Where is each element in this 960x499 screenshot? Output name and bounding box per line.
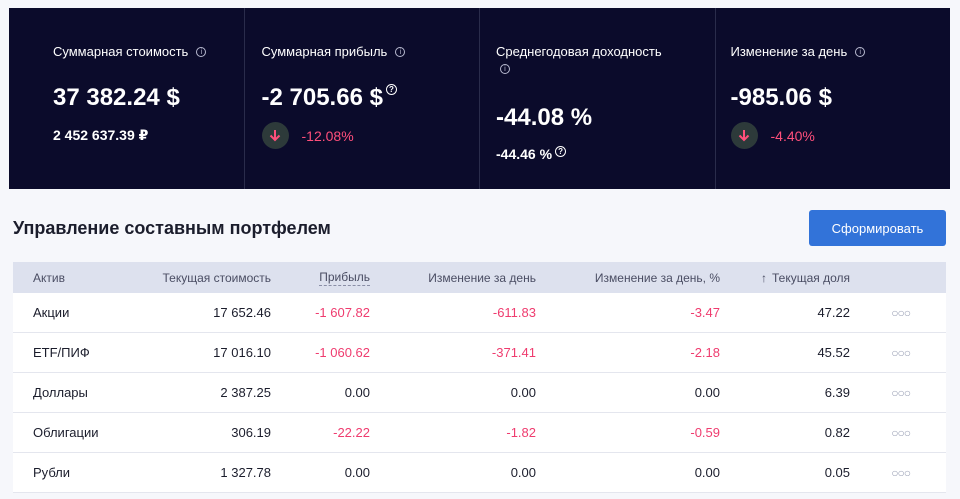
trend: -4.40% [730, 122, 815, 149]
cell-value: 17 652.46 [213, 305, 271, 320]
cell-value: 17 016.10 [213, 345, 271, 360]
cell-value: 306.19 [231, 425, 271, 440]
header-value[interactable]: Текущая стоимость [162, 270, 271, 285]
stat-label: Суммарная стоимость i [53, 44, 207, 59]
arrow-down-icon [730, 122, 758, 149]
header-profit[interactable]: Прибыль [319, 269, 370, 286]
cell-day-change: 0.00 [510, 465, 536, 480]
section-title: Управление составным портфелем [13, 218, 331, 238]
info-icon[interactable]: i [196, 47, 207, 57]
cell-profit: -1 607.82 [315, 305, 370, 320]
cell-day-change: 0.00 [510, 385, 536, 400]
cell-profit: 0.00 [344, 465, 370, 480]
cell-profit: -1 060.62 [315, 345, 370, 360]
cell-day-change: -611.83 [492, 305, 536, 320]
cell-day-change-pct: -3.47 [690, 305, 720, 320]
stat-annual-yield: Среднегодовая доходность i -44.08 % -44.… [479, 8, 715, 189]
cell-value: 2 387.25 [220, 385, 271, 400]
cell-day-change-pct: 0.00 [694, 385, 720, 400]
more-icon[interactable]: ○○○ [891, 305, 911, 320]
cell-share: 47.22 [817, 305, 850, 320]
trend: -12.08% [261, 122, 354, 149]
table-header: Актив Текущая стоимость Прибыль Изменени… [13, 262, 946, 293]
table-row[interactable]: ETF/ПИФ 17 016.10 -1 060.62 -371.41 -2.1… [13, 333, 946, 373]
help-icon[interactable]: ? [385, 84, 397, 95]
header-day-change-pct[interactable]: Изменение за день, % [594, 270, 720, 285]
cell-asset: Доллары [33, 385, 88, 400]
sort-up-icon: ↑ [760, 270, 767, 285]
header-share[interactable]: ↑ Текущая доля [760, 270, 850, 285]
stat-sub-value: 2 452 637.39 ₽ [53, 127, 149, 143]
cell-day-change: -371.41 [491, 345, 536, 360]
more-icon[interactable]: ○○○ [891, 345, 911, 360]
stat-value: -2 705.66 $? [262, 84, 397, 112]
stat-value: -44.08 % [496, 104, 593, 131]
cell-profit: -22.22 [333, 425, 370, 440]
trend-percent: -4.40% [770, 127, 815, 144]
cell-share: 0.05 [824, 465, 850, 480]
table-row[interactable]: Доллары 2 387.25 0.00 0.00 0.00 6.39 ○○○ [13, 373, 946, 413]
cell-day-change: -1.82 [506, 425, 536, 440]
cell-value: 1 327.78 [220, 465, 271, 480]
stat-value: -985.06 $ [730, 84, 832, 111]
summary-banner: Суммарная стоимость i 37 382.24 $ 2 452 6… [9, 8, 950, 189]
cell-profit: 0.00 [344, 385, 370, 400]
info-icon[interactable]: i [855, 47, 866, 57]
help-icon[interactable]: ? [555, 146, 567, 157]
table-row[interactable]: Акции 17 652.46 -1 607.82 -611.83 -3.47 … [13, 293, 946, 333]
cell-day-change-pct: -0.59 [690, 425, 720, 440]
stat-label: Среднегодовая доходность [496, 44, 662, 59]
header-asset[interactable]: Актив [33, 270, 65, 285]
stat-value: 37 382.24 $ [53, 84, 180, 111]
cell-asset: ETF/ПИФ [33, 345, 90, 360]
header-day-change[interactable]: Изменение за день [428, 270, 536, 285]
stat-label: Суммарная прибыль i [262, 44, 406, 59]
stat-total-profit: Суммарная прибыль i -2 705.66 $? -12.08% [243, 8, 480, 189]
info-icon[interactable]: i [395, 47, 406, 57]
table-row[interactable]: Облигации 306.19 -22.22 -1.82 -0.59 0.82… [13, 413, 946, 453]
cell-share: 6.39 [824, 385, 850, 400]
cell-asset: Облигации [33, 425, 99, 440]
more-icon[interactable]: ○○○ [891, 425, 911, 440]
cell-day-change-pct: 0.00 [694, 465, 720, 480]
stat-sub-value: -44.46 %? [496, 146, 567, 162]
trend-percent: -12.08% [301, 127, 354, 144]
stat-day-change: Изменение за день i -985.06 $ -4.40% [714, 8, 951, 189]
arrow-down-icon [261, 122, 289, 149]
more-icon[interactable]: ○○○ [891, 385, 911, 400]
cell-asset: Акции [33, 305, 70, 320]
cell-share: 45.52 [817, 345, 850, 360]
cell-share: 0.82 [824, 425, 850, 440]
stat-total-value: Суммарная стоимость i 37 382.24 $ 2 452 6… [9, 8, 244, 189]
info-icon[interactable]: i [500, 64, 510, 74]
more-icon[interactable]: ○○○ [891, 465, 911, 480]
cell-day-change-pct: -2.18 [690, 345, 720, 360]
cell-asset: Рубли [33, 465, 71, 480]
stat-label: Изменение за день i [731, 44, 866, 59]
form-portfolio-button[interactable]: Сформировать [809, 210, 946, 246]
table-row[interactable]: Рубли 1 327.78 0.00 0.00 0.00 0.05 ○○○ [13, 453, 946, 493]
portfolio-table: Актив Текущая стоимость Прибыль Изменени… [13, 262, 946, 493]
